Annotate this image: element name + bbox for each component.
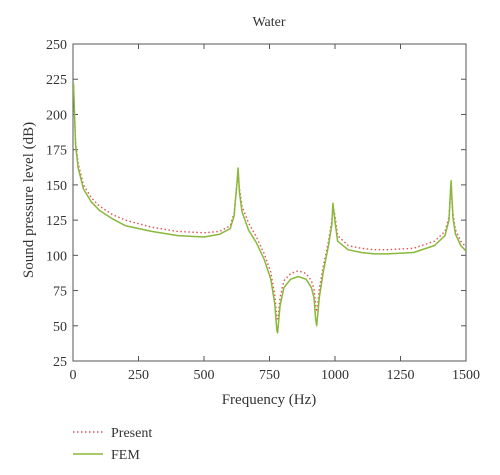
y-tick-label: 150 (46, 179, 67, 194)
y-tick-label: 100 (46, 249, 67, 264)
y-tick-label: 125 (46, 214, 67, 229)
plot-border (72, 43, 467, 362)
x-tick-label: 0 (70, 368, 77, 383)
y-tick-label: 75 (53, 285, 67, 300)
x-tick-label: 250 (128, 368, 149, 383)
x-tick-label: 1250 (387, 368, 415, 383)
series-line-fem (73, 83, 466, 334)
x-tick-label: 500 (194, 368, 215, 383)
x-tick-label: 1000 (321, 368, 349, 383)
y-tick-label: 250 (46, 38, 67, 53)
y-tick-label: 25 (53, 355, 67, 370)
x-tick-label: 750 (259, 368, 280, 383)
y-tick-label: 50 (53, 320, 67, 335)
x-axis-label: Frequency (Hz) (222, 392, 317, 408)
legend-label-fem: FEM (111, 448, 140, 463)
x-axis-ticks: 0 250 500 750 1000 1250 1500 (70, 44, 480, 383)
plot-frame (72, 43, 467, 362)
y-axis-ticks: 25 50 75 100 125 150 175 200 225 250 (46, 38, 466, 370)
x-tick-label: 1500 (452, 368, 480, 383)
y-tick-label: 175 (46, 144, 67, 159)
legend-label-present: Present (111, 426, 152, 441)
y-axis-label: Sound pressure level (dB) (21, 122, 37, 278)
y-tick-label: 200 (46, 108, 67, 123)
series-line-present (73, 86, 466, 320)
chart-title: Water (252, 15, 285, 30)
series-layer (73, 83, 466, 334)
y-tick-label: 225 (46, 73, 67, 88)
legend: Present FEM (73, 426, 152, 463)
